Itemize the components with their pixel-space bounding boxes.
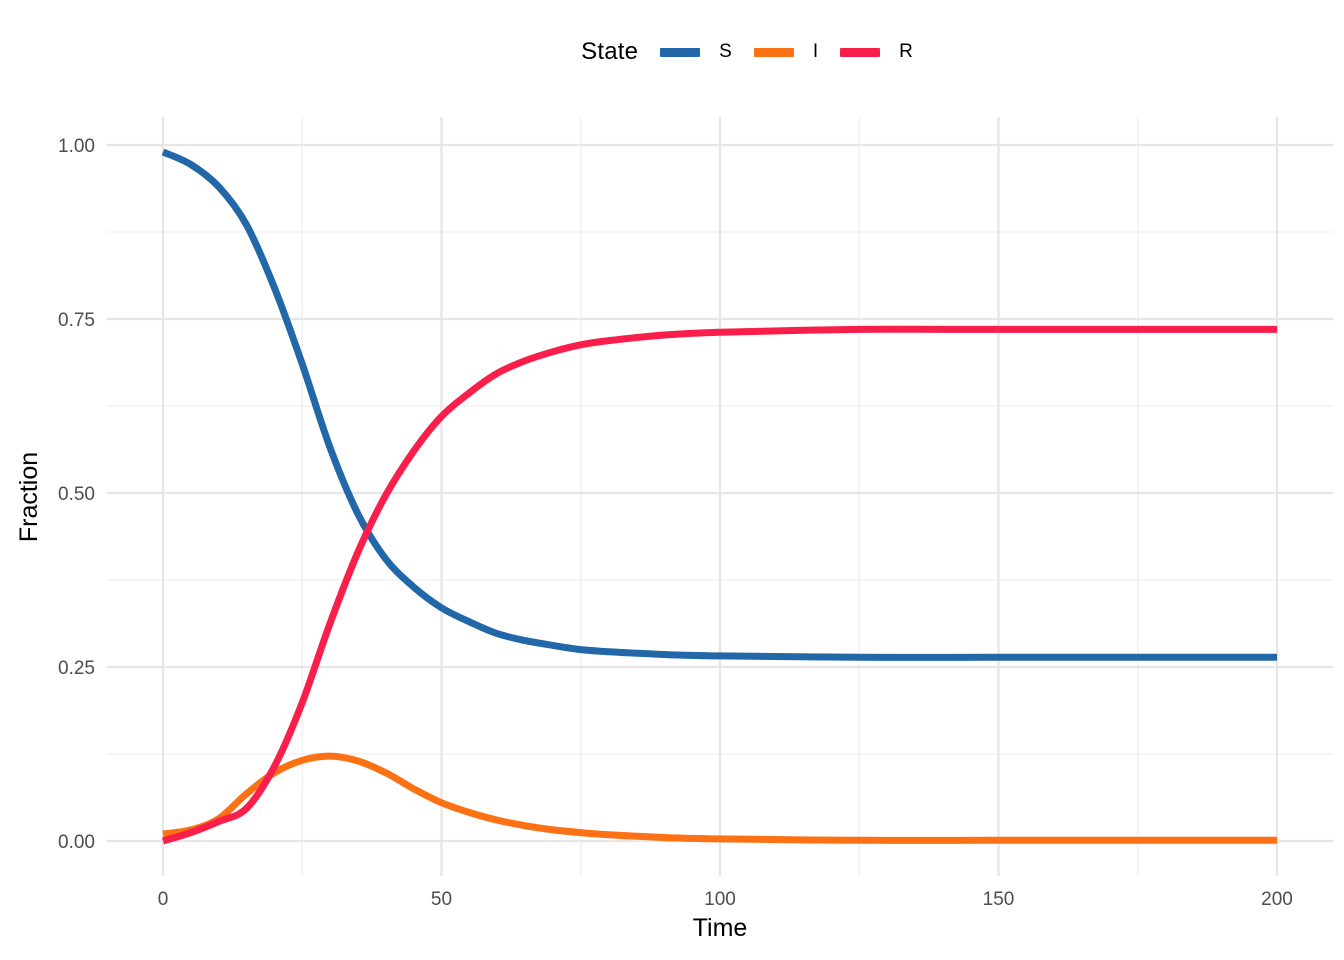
y-tick-label: 0.50 bbox=[58, 484, 95, 505]
x-tick-label: 0 bbox=[158, 889, 169, 910]
x-axis-title: Time bbox=[692, 914, 748, 942]
legend-label-i: I bbox=[812, 41, 819, 62]
y-tick-label: 1.00 bbox=[58, 136, 95, 157]
legend-label-s: S bbox=[719, 41, 732, 62]
legend-title: State bbox=[581, 38, 639, 65]
series-line-r bbox=[161, 325, 1277, 845]
legend-key-i-icon bbox=[753, 47, 794, 57]
x-tick-label: 50 bbox=[431, 889, 452, 910]
y-tick-label: 0.25 bbox=[58, 658, 95, 679]
y-tick-label: 0.00 bbox=[58, 832, 95, 853]
legend-entry-i: I bbox=[753, 41, 819, 63]
series-line-s bbox=[161, 148, 1277, 661]
y-axis-title: Fraction bbox=[15, 451, 43, 543]
legend-key-r-icon bbox=[840, 47, 881, 57]
legend-entry-s: S bbox=[660, 41, 732, 63]
y-tick-label: 0.75 bbox=[58, 310, 95, 331]
legend: State S I R bbox=[150, 30, 1344, 74]
x-tick-label: 100 bbox=[704, 889, 736, 910]
x-tick-label: 150 bbox=[983, 889, 1015, 910]
legend-key-s-icon bbox=[660, 47, 701, 57]
x-tick-label: 200 bbox=[1261, 889, 1293, 910]
legend-label-r: R bbox=[899, 41, 913, 62]
legend-entry-r: R bbox=[840, 41, 913, 63]
